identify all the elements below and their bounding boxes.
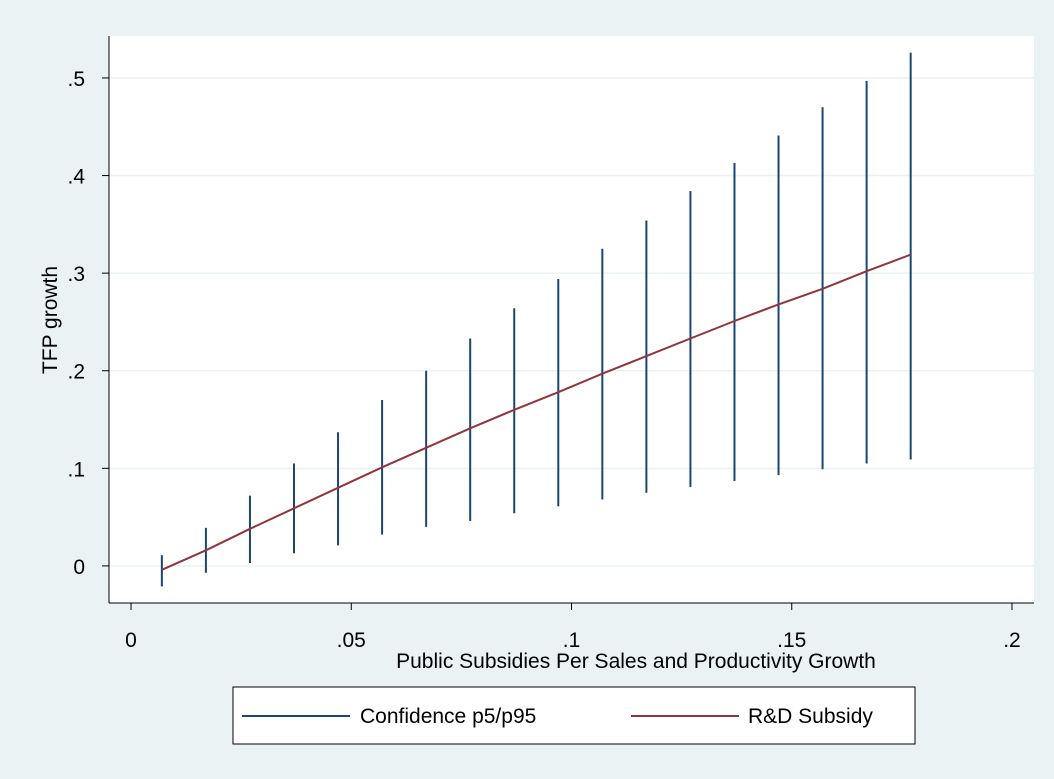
- legend: Confidence p5/p95 R&D Subsidy: [232, 686, 916, 745]
- y-tick-label: .1: [67, 458, 85, 481]
- plot-area: [109, 36, 1034, 603]
- x-tick-label: .2: [1003, 629, 1021, 652]
- y-tick-label: .5: [67, 68, 85, 91]
- ticks: 0 .1 .2 .3 .4 .5 0 .05 .1 .15 .2: [67, 68, 1020, 652]
- y-tick-label: 0: [73, 556, 85, 579]
- x-tick-label: .15: [777, 629, 806, 652]
- y-tick-label: .2: [67, 361, 85, 384]
- x-axis-title: Public Subsidies Per Sales and Productiv…: [396, 650, 876, 673]
- legend-label-confidence: Confidence p5/p95: [360, 705, 536, 728]
- subsidy-series: [161, 253, 912, 571]
- x-tick-label: .05: [337, 629, 366, 652]
- x-tick-label: .1: [563, 629, 581, 652]
- x-tick-label: 0: [125, 629, 137, 652]
- y-axis-title: TFP growth: [39, 266, 62, 374]
- gridlines: [109, 77, 1034, 567]
- legend-label-subsidy: R&D Subsidy: [748, 705, 873, 728]
- subsidy-line: [161, 253, 912, 571]
- y-tick-label: .4: [67, 166, 85, 189]
- y-tick-label: .3: [67, 263, 85, 286]
